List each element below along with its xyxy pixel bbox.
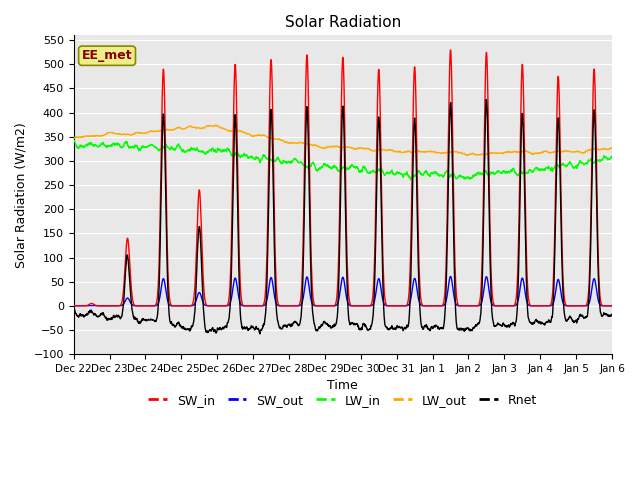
Y-axis label: Solar Radiation (W/m2): Solar Radiation (W/m2) [15,122,28,268]
Text: EE_met: EE_met [82,49,132,62]
Title: Solar Radiation: Solar Radiation [285,15,401,30]
Legend: SW_in, SW_out, LW_in, LW_out, Rnet: SW_in, SW_out, LW_in, LW_out, Rnet [143,389,542,412]
X-axis label: Time: Time [328,379,358,393]
